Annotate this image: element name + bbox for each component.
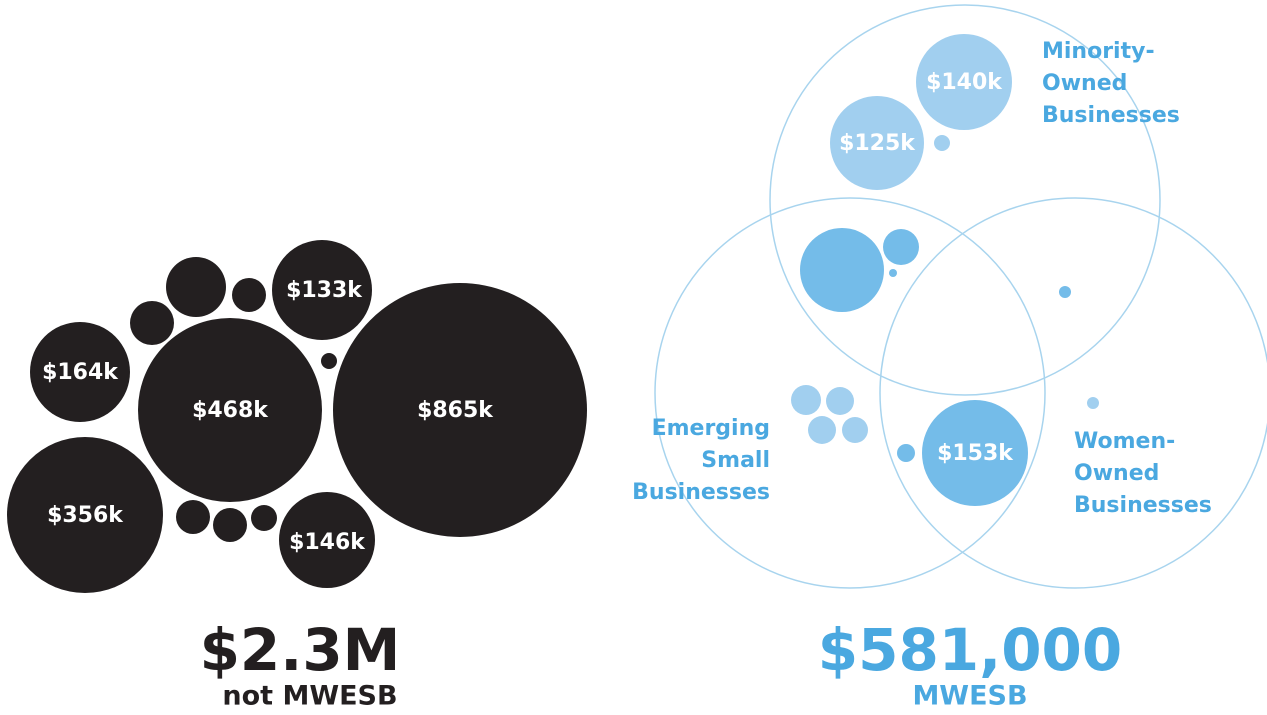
total: $2.3M [200, 616, 401, 684]
bubble [830, 96, 924, 190]
bubble [232, 278, 266, 312]
bubble [842, 417, 868, 443]
set-label: Businesses [1074, 493, 1212, 518]
set-label: Emerging [652, 416, 770, 441]
bubble [138, 318, 322, 502]
bubble [130, 301, 174, 345]
bubble [321, 353, 337, 369]
set-label: Businesses [1042, 103, 1180, 128]
set-label: Businesses [632, 480, 770, 505]
bubble-label: $146k [289, 530, 366, 555]
caption: MWESB [912, 681, 1027, 712]
bubble [1087, 397, 1099, 409]
bubble-label: $153k [937, 441, 1014, 466]
bubble [251, 505, 277, 531]
caption: not MWESB [222, 681, 397, 712]
bubble [808, 416, 836, 444]
set-label: Owned [1042, 71, 1127, 96]
bubble [176, 500, 210, 534]
bubble [279, 492, 375, 588]
bubble [166, 257, 226, 317]
set-circle [654, 197, 1046, 589]
bubble-label: $133k [286, 278, 363, 303]
bubble-label: $356k [47, 503, 124, 528]
bubble [333, 283, 587, 537]
bubble [791, 385, 821, 415]
set-label: Women- [1074, 429, 1175, 454]
bubble [272, 240, 372, 340]
bubble [826, 387, 854, 415]
bubble [30, 322, 130, 422]
set-circle [879, 197, 1267, 589]
bubble [922, 400, 1028, 506]
bubble-label: $140k [926, 70, 1003, 95]
set-label: Minority- [1042, 39, 1155, 64]
bubble [800, 228, 884, 312]
bubble [213, 508, 247, 542]
bubble [1059, 286, 1071, 298]
not-mwesb-cluster: $164k $468k $865k $356k $133k $146k [7, 240, 587, 593]
bubble-label: $125k [839, 131, 916, 156]
total: $581,000 [818, 616, 1123, 684]
bubble [934, 135, 950, 151]
venn: $140k $125k $153k Minority- Owned Busine… [632, 4, 1267, 589]
set-label: Owned [1074, 461, 1159, 486]
bubble-label: $164k [42, 360, 119, 385]
bubble [916, 34, 1012, 130]
bubble-label: $865k [417, 398, 494, 423]
bubble [883, 229, 919, 265]
bubble [889, 269, 897, 277]
set-circle [769, 4, 1161, 396]
bubble-label: $468k [192, 398, 269, 423]
bubble [7, 437, 163, 593]
bubble [897, 444, 915, 462]
set-label: Small [701, 448, 770, 473]
